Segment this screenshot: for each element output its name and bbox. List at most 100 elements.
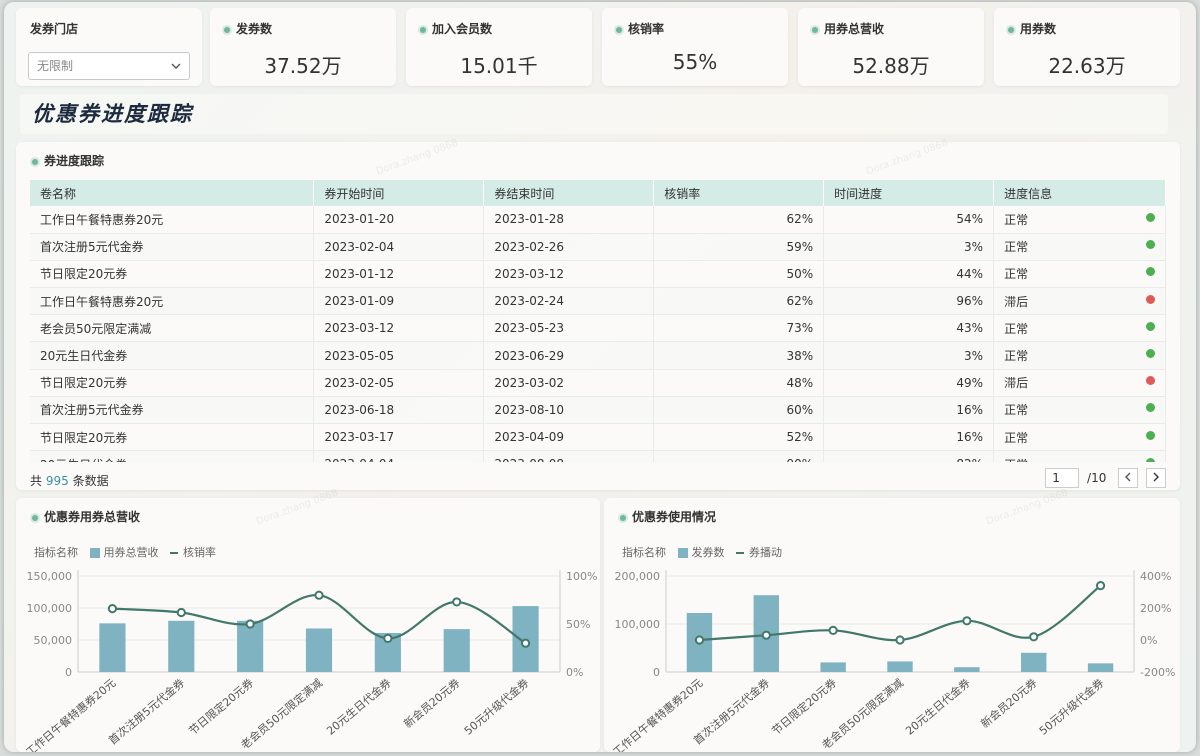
chevron-left-icon [1125, 472, 1131, 482]
cell-text: 2023-04-09 [494, 430, 565, 445]
table-row[interactable]: 首次注册5元代金券 2023-02-04 2023-02-26 59% 3% 正常 [30, 233, 1166, 261]
line-point [452, 597, 462, 607]
cell-text: 工作日午餐特惠券20元 [40, 212, 164, 227]
total-prefix: 共 [30, 474, 43, 488]
status-dot-icon [1146, 240, 1155, 250]
column-header[interactable]: 进度信息 [993, 180, 1166, 206]
bar [887, 661, 913, 672]
table-cell: 2023-01-09 [313, 287, 485, 316]
line-point [383, 633, 393, 643]
store-filter-card: 发券门店 无限制 [16, 8, 202, 86]
table-row[interactable]: 20元生日代金券 2023-05-05 2023-06-29 38% 3% 正常 [30, 341, 1166, 370]
dot-icon [32, 158, 38, 165]
line-point [107, 604, 118, 614]
line-point [962, 616, 972, 626]
table-cell: 82% [823, 450, 995, 462]
table-cell: 正常 [993, 260, 1166, 289]
cell-text: 96% [956, 294, 984, 309]
cell-text: 2023-03-02 [494, 375, 565, 390]
column-header[interactable]: 卷名称 [30, 180, 315, 206]
status-dot-icon [1146, 294, 1155, 304]
y2-tick-label: 200% [1140, 602, 1171, 615]
bar [99, 623, 126, 672]
store-filter-select[interactable]: 无限制 [28, 52, 190, 80]
dot-icon [420, 26, 426, 33]
cell-text: 16% [956, 430, 984, 445]
table-row[interactable]: 节日限定20元券 2023-01-12 2023-03-12 50% 44% 正常 [30, 260, 1166, 289]
table-row[interactable]: 20元生日代金券 2023-04-04 2023-08-08 90% 82% 正常 [30, 450, 1166, 462]
cell-text: 38% [786, 348, 814, 363]
cell-text: 2023-05-23 [494, 321, 565, 336]
chart-legend: 指标名称 用券总营收 核销率 [34, 544, 216, 560]
table-cell: 3% [823, 341, 995, 370]
cell-text: 2023-06-18 [324, 402, 395, 417]
table-cell: 2023-08-08 [483, 450, 655, 462]
cell-text: 工作日午餐特惠券20元 [40, 294, 164, 309]
table-row[interactable]: 首次注册5元代金券 2023-06-18 2023-08-10 60% 16% 正常 [30, 396, 1166, 425]
table-cell: 2023-01-12 [313, 260, 485, 289]
y-tick-label: 0 [65, 666, 72, 679]
cell-text: 正常 [1004, 349, 1029, 364]
cell-text: 正常 [1004, 430, 1029, 445]
legend-item[interactable]: 用券总营收 [103, 546, 159, 559]
table-cell: 2023-06-29 [483, 341, 655, 370]
table-cell: 20元生日代金券 [30, 450, 315, 462]
table-row[interactable]: 节日限定20元券 2023-03-17 2023-04-09 52% 16% 正常 [30, 423, 1166, 452]
table-row[interactable]: 工作日午餐特惠券20元 2023-01-09 2023-02-24 62% 96% 滞后 [30, 287, 1166, 316]
status-dot-icon [1146, 267, 1155, 277]
dot-icon [224, 26, 230, 33]
table-row[interactable]: 工作日午餐特惠券20元 2023-01-20 2023-01-28 62% 54% 正常 [30, 206, 1166, 234]
cell-text: 节日限定20元券 [40, 267, 128, 282]
cell-text: 2023-03-17 [324, 430, 395, 445]
prev-page-button[interactable] [1118, 468, 1139, 488]
page-title-bar: 优惠券进度跟踪 [20, 94, 1168, 134]
cell-text: 老会员50元限定满减 [40, 321, 152, 336]
column-header[interactable]: 时间进度 [823, 180, 995, 206]
store-filter-label: 发券门店 [30, 22, 79, 36]
dot-icon [620, 514, 626, 521]
table-cell: 62% [653, 206, 825, 234]
legend-bar-swatch [677, 548, 688, 558]
table-row[interactable]: 老会员50元限定满减 2023-03-12 2023-05-23 73% 43% 正常 [30, 314, 1166, 343]
status-dot-icon [1146, 349, 1155, 359]
cell-text: 62% [786, 294, 814, 309]
total-suffix: 条数据 [72, 474, 109, 488]
column-header[interactable]: 券结束时间 [483, 180, 655, 206]
legend-item[interactable]: 发券数 [691, 546, 725, 559]
table-scroll-area[interactable]: 卷名称 券开始时间 券结束时间 核销率 时间进度 进度信息 工作日午餐特惠券20… [30, 180, 1166, 462]
cell-text: 73% [786, 321, 814, 336]
cell-text: 50% [786, 266, 814, 281]
table-cell: 2023-06-18 [313, 396, 485, 425]
table-row[interactable]: 节日限定20元券 2023-02-05 2023-03-02 48% 49% 滞后 [30, 369, 1166, 397]
cell-text: 54% [956, 212, 984, 227]
y-tick-label: 100,000 [615, 618, 661, 631]
x-tick-label: 20元生日代金券 [903, 676, 973, 738]
legend-item[interactable]: 核销率 [183, 546, 216, 559]
table-cell: 62% [653, 287, 825, 316]
kpi-card-revenue: 用券总营收 52.88万 [798, 8, 984, 86]
line-point [694, 635, 705, 645]
x-tick-label: 新会员20元券 [401, 676, 463, 731]
table-cell: 正常 [993, 450, 1166, 462]
kpi-value: 37.52万 [264, 54, 342, 78]
y-tick-label: 200,000 [615, 570, 661, 583]
table-cell: 73% [653, 314, 825, 343]
legend-line-swatch [170, 552, 178, 554]
table-cell: 正常 [993, 396, 1166, 425]
table-cell: 48% [653, 369, 825, 397]
table-cell: 38% [653, 341, 825, 370]
cell-text: 2023-08-08 [494, 457, 564, 462]
column-header[interactable]: 核销率 [653, 180, 825, 206]
cell-text: 正常 [1004, 321, 1029, 336]
cell-text: 90% [787, 457, 814, 462]
legend-item[interactable]: 券播动 [749, 546, 782, 559]
y-tick-label: 100,000 [27, 602, 73, 615]
revenue-chart: 0 50,000 100,000 150,000 0% 50% 100% 工作日午餐特惠券20… [23, 570, 597, 752]
page-input[interactable]: 1 [1045, 468, 1080, 488]
kpi-label: 加入会员数 [432, 22, 493, 36]
column-header[interactable]: 券开始时间 [313, 180, 485, 206]
revenue-chart-card: 优惠券用券总营收 指标名称 用券总营收 核销率 0 50,000 100,000 15… [16, 498, 600, 752]
next-page-button[interactable] [1146, 468, 1166, 488]
table-cell: 2023-03-12 [313, 314, 485, 343]
kpi-label: 用券数 [1020, 22, 1057, 36]
